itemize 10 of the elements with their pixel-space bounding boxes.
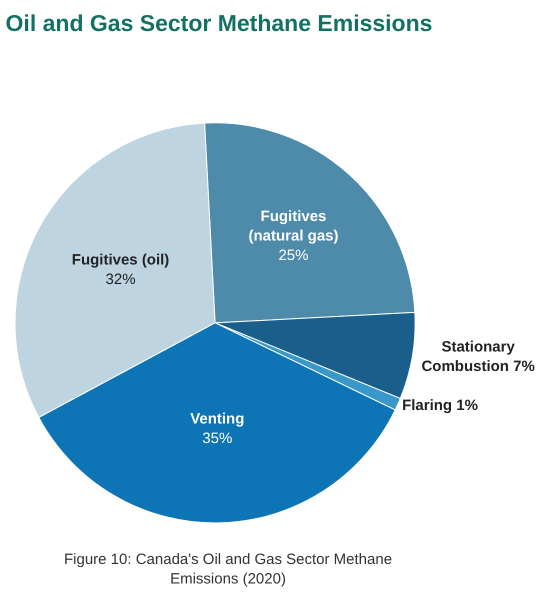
caption: Figure 10: Canada's Oil and Gas Sector Methane Emissions (2020)	[64, 551, 392, 588]
slice-label: Fugitives (oil)	[72, 251, 170, 268]
chart-title: Oil and Gas Sector Methane Emissions	[6, 10, 432, 36]
slice-label: Flaring 1%	[402, 397, 478, 414]
slice-label: Stationary Combustion 7%	[421, 338, 535, 375]
slice-label: Fugitives (natural gas)	[248, 208, 338, 244]
data-label: 25%	[278, 246, 308, 264]
data-label: 32%	[106, 270, 136, 288]
slice-label: Venting	[190, 410, 244, 428]
data-label: 35%	[202, 430, 232, 447]
